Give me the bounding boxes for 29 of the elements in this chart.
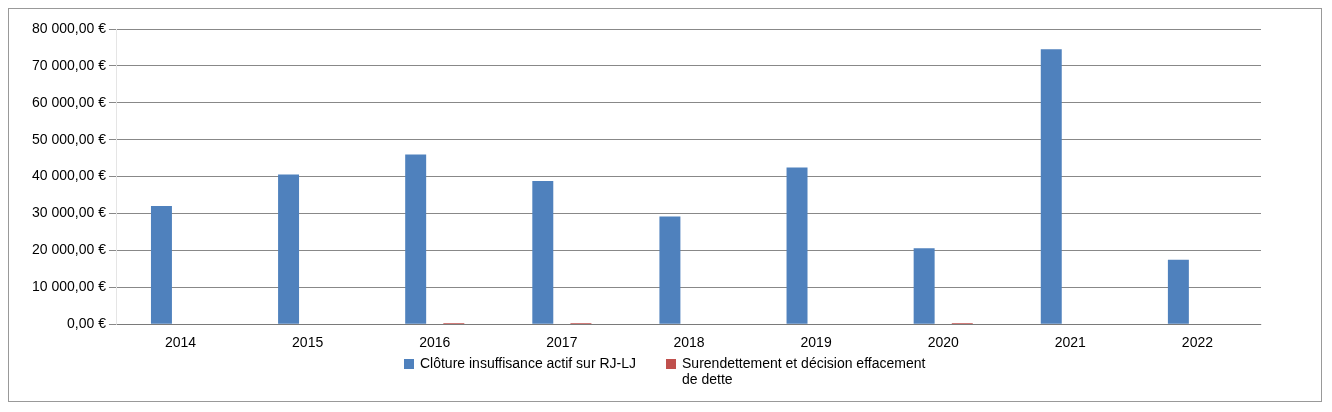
y-tick-label: 50 000,00 € [31,130,107,147]
bar [1040,49,1062,324]
x-tick-label: 2015 [292,334,324,351]
y-tick-label: 80 000,00 € [31,19,107,36]
legend-label: Surendettement et décision effacement de dette [682,355,927,387]
bar [532,181,554,324]
x-tick-label: 2020 [927,334,959,351]
bar [405,154,427,324]
bar [1167,259,1189,324]
bar [659,216,681,324]
x-tick-label: 2019 [800,334,832,351]
y-tick-label: 0,00 € [67,315,107,332]
y-tick-label: 60 000,00 € [31,93,107,110]
x-tick-label: 2016 [419,334,451,351]
bar [786,167,808,324]
x-tick-label: 2021 [1054,334,1087,351]
y-tick-label: 30 000,00 € [31,204,107,221]
y-tick-label: 20 000,00 € [31,241,107,258]
y-tick-label: 70 000,00 € [31,56,107,73]
x-tick-label: 2014 [164,334,197,351]
bar [150,206,172,324]
bar [913,248,935,324]
legend-label: Clôture insuffisance actif sur RJ-LJ [419,355,637,371]
x-tick-label: 2017 [546,334,578,351]
x-tick-label: 2022 [1181,334,1214,351]
y-tick-label: 10 000,00 € [31,278,107,295]
x-tick-label: 2018 [673,334,705,351]
y-tick-label: 40 000,00 € [31,167,107,184]
bar [278,174,300,324]
